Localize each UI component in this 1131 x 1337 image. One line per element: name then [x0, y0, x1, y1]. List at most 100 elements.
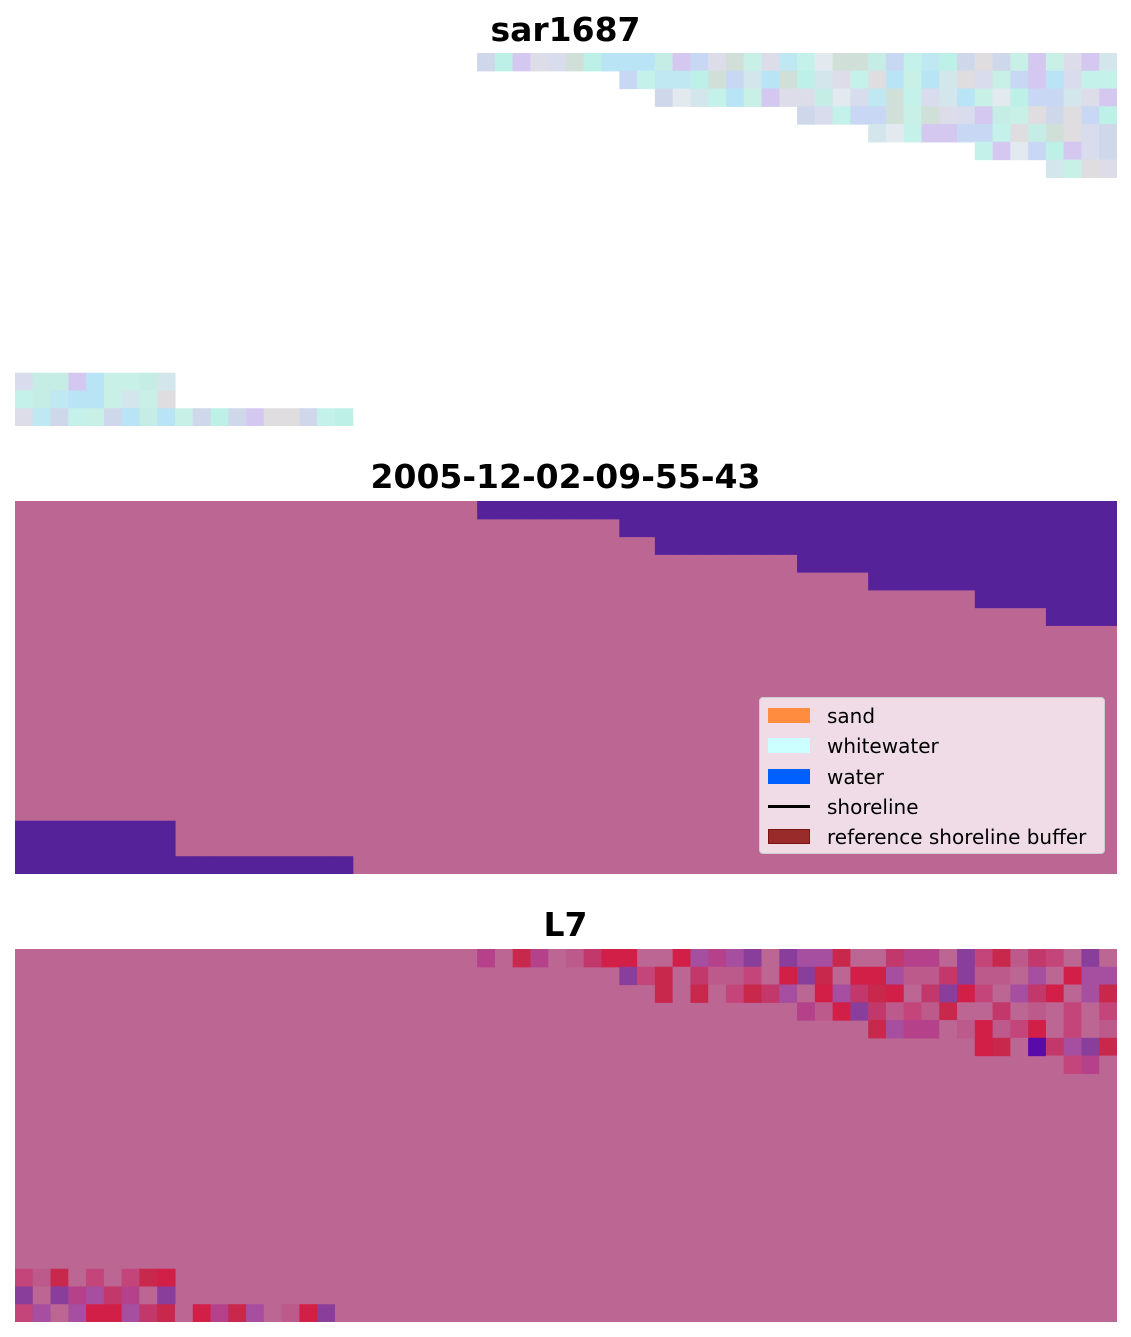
water-pixel	[868, 536, 887, 555]
l7-pixel	[725, 984, 745, 1003]
water-pixel	[868, 554, 887, 573]
l7-pixel	[761, 966, 780, 986]
sar-pixel	[139, 372, 158, 392]
l7-pixel	[1063, 966, 1083, 986]
sar-pixel	[583, 53, 603, 72]
water-pixel	[1010, 536, 1029, 555]
water-pixel	[1010, 572, 1029, 591]
water-pixel	[921, 536, 940, 555]
l7-pixel	[1063, 949, 1083, 968]
l7-pixel	[317, 1304, 336, 1322]
l7-pixel	[32, 1268, 52, 1288]
water-pixel	[228, 856, 247, 874]
sar-pixel	[1099, 159, 1117, 178]
sar-pixel	[1045, 70, 1065, 90]
panel-title-sar: sar1687	[490, 10, 641, 49]
sar-pixel	[334, 408, 354, 426]
water-pixel	[921, 554, 940, 573]
sar-pixel	[939, 53, 958, 72]
l7-pixel	[743, 984, 763, 1003]
l7-pixel	[974, 949, 994, 968]
water-pixel	[992, 536, 1011, 555]
water-pixel	[690, 518, 709, 538]
l7-pixel	[974, 984, 994, 1003]
sar-pixel	[1045, 159, 1065, 178]
water-pixel	[1081, 518, 1100, 538]
sar-pixel	[797, 88, 816, 107]
sar-pixel	[690, 53, 709, 72]
water-pixel	[139, 820, 158, 840]
water-pixel	[708, 501, 727, 520]
sar-pixel	[797, 53, 816, 72]
l7-pixel	[1081, 1002, 1100, 1021]
l7-pixel	[868, 949, 887, 968]
sar-pixel	[1010, 141, 1029, 161]
sar-pixel	[1081, 70, 1100, 90]
l7-pixel	[832, 1002, 851, 1021]
water-pixel	[50, 820, 69, 840]
sar-pixel	[850, 88, 869, 107]
water-pixel	[1045, 536, 1065, 555]
sar-pixel	[1010, 106, 1029, 125]
sar-pixel	[761, 88, 780, 107]
sar-pixel	[957, 106, 976, 125]
sar-pixel	[672, 88, 692, 107]
water-pixel	[761, 501, 780, 520]
sar-pixel	[814, 53, 834, 72]
l7-pixel	[477, 949, 496, 968]
l7-pixel	[850, 1002, 869, 1021]
l7-pixel	[157, 1268, 176, 1288]
l7-pixel	[494, 949, 514, 968]
sar-pixel	[15, 390, 34, 409]
sar-pixel	[1063, 88, 1083, 107]
sar-pixel	[779, 70, 798, 90]
l7-pixel	[832, 949, 851, 968]
sar-pixel	[1010, 70, 1029, 90]
sar-pixel	[1028, 106, 1047, 125]
sar-pixel	[868, 124, 887, 143]
sar-pixel	[157, 390, 176, 409]
l7-pixel	[992, 984, 1011, 1003]
sar-pixel	[1063, 53, 1083, 72]
water-pixel	[103, 838, 123, 857]
water-pixel	[1010, 554, 1029, 573]
l7-image	[15, 949, 1117, 1322]
legend-item-sand: sand	[760, 704, 1106, 728]
water-pixel	[50, 838, 69, 857]
l7-pixel	[974, 1037, 994, 1057]
sar-pixel	[15, 408, 34, 426]
l7-panel	[15, 949, 1117, 1322]
water-pixel	[1010, 501, 1029, 520]
l7-pixel	[672, 966, 692, 986]
water-pixel	[850, 518, 869, 538]
sar-pixel	[68, 408, 87, 426]
water-pixel	[974, 589, 994, 609]
water-pixel	[957, 518, 976, 538]
water-pixel	[779, 518, 798, 538]
classification-image	[15, 501, 1117, 874]
water-pixel	[939, 572, 958, 591]
sar-pixel	[68, 390, 87, 409]
water-pixel	[68, 820, 87, 840]
water-pixel	[779, 501, 798, 520]
sar-pixel	[1099, 106, 1117, 125]
sar-pixel	[939, 124, 958, 143]
water-pixel	[139, 838, 158, 857]
water-pixel	[1063, 518, 1083, 538]
water-pixel	[743, 536, 763, 555]
water-pixel	[974, 518, 994, 538]
l7-pixel	[1081, 949, 1100, 968]
water-pixel	[583, 501, 603, 520]
l7-pixel	[86, 1286, 105, 1305]
sar-pixel	[654, 70, 674, 90]
l7-pixel	[850, 949, 869, 968]
sar-pixel	[957, 53, 976, 72]
water-pixel	[530, 501, 549, 520]
water-pixel	[654, 536, 674, 555]
l7-pixel	[957, 1020, 976, 1039]
l7-pixel	[690, 949, 709, 968]
l7-pixel	[548, 949, 567, 968]
l7-pixel	[68, 1286, 87, 1305]
sar-pixel	[672, 53, 692, 72]
sar-pixel	[921, 106, 940, 125]
